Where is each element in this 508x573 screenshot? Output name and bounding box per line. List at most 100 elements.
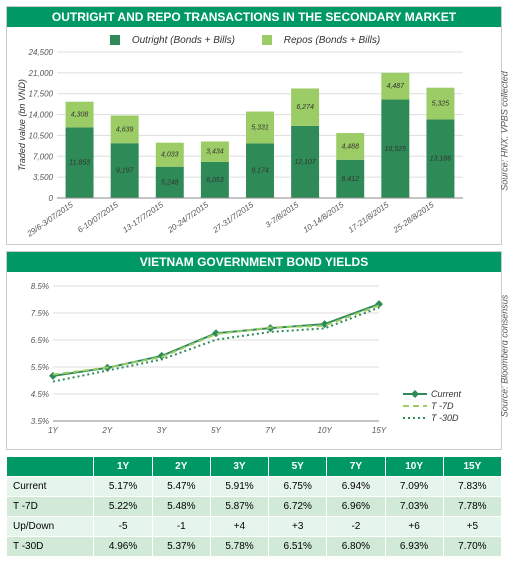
yield-cell: 5.47% <box>152 477 210 497</box>
svg-text:6-10/07/2015: 6-10/07/2015 <box>76 200 120 235</box>
svg-text:5,325: 5,325 <box>432 101 450 108</box>
svg-text:5Y: 5Y <box>211 426 221 435</box>
svg-text:6,412: 6,412 <box>341 176 359 183</box>
svg-text:Traded value (bn VND): Traded value (bn VND) <box>17 79 27 171</box>
table-row: Current5.17%5.47%5.91%6.75%6.94%7.09%7.8… <box>7 477 502 497</box>
svg-text:7,000: 7,000 <box>33 152 54 161</box>
svg-text:14,000: 14,000 <box>29 111 54 120</box>
yield-cell: -5 <box>94 517 152 537</box>
legend-label-outright: Outright (Bonds + Bills) <box>132 35 235 46</box>
yield-cell: 7.78% <box>443 497 501 517</box>
table-row: T -7D5.22%5.48%5.87%6.72%6.96%7.03%7.78% <box>7 497 502 517</box>
yield-col-header: 2Y <box>152 457 210 477</box>
svg-text:4,488: 4,488 <box>341 143 359 150</box>
svg-text:9,197: 9,197 <box>116 168 135 175</box>
svg-text:5,248: 5,248 <box>161 179 179 186</box>
svg-text:4,308: 4,308 <box>71 112 89 119</box>
yield-row-head: T -30D <box>7 537 94 557</box>
svg-text:5,331: 5,331 <box>251 124 269 131</box>
yield-cell: 7.83% <box>443 477 501 497</box>
svg-text:0: 0 <box>49 194 54 203</box>
yield-cell: +3 <box>269 517 327 537</box>
legend-swatch-repo <box>262 35 272 45</box>
yield-cell: 6.96% <box>327 497 385 517</box>
svg-text:13-17/7/2015: 13-17/7/2015 <box>121 200 165 235</box>
yield-col-header: 5Y <box>269 457 327 477</box>
yields-source: Source: Bloomberg consensus <box>500 294 508 417</box>
svg-text:10-14/8/2015: 10-14/8/2015 <box>302 200 346 235</box>
svg-text:17-21/8/2015: 17-21/8/2015 <box>347 200 391 235</box>
yield-cell: +4 <box>210 517 268 537</box>
svg-text:8.5%: 8.5% <box>31 282 49 291</box>
svg-text:12,107: 12,107 <box>294 159 317 166</box>
svg-text:21,000: 21,000 <box>28 69 54 78</box>
yield-table-header: 1Y2Y3Y5Y7Y10Y15Y <box>7 457 502 477</box>
yield-table: 1Y2Y3Y5Y7Y10Y15Y Current5.17%5.47%5.91%6… <box>6 456 502 557</box>
table-row: Up/Down-5-1+4+3-2+6+5 <box>7 517 502 537</box>
svg-text:9,174: 9,174 <box>251 168 269 175</box>
svg-text:3Y: 3Y <box>157 426 167 435</box>
yield-cell: 7.03% <box>385 497 443 517</box>
yield-cell: -1 <box>152 517 210 537</box>
yields-legend: Current T -7D T -30D <box>403 387 461 425</box>
yield-cell: 5.91% <box>210 477 268 497</box>
transactions-title: OUTRIGHT AND REPO TRANSACTIONS IN THE SE… <box>7 7 501 27</box>
transactions-legend: Outright (Bonds + Bills) Repos (Bonds + … <box>13 33 477 48</box>
yield-table-body: Current5.17%5.47%5.91%6.75%6.94%7.09%7.8… <box>7 477 502 557</box>
svg-text:4.5%: 4.5% <box>31 390 49 399</box>
svg-text:2Y: 2Y <box>101 426 112 435</box>
transactions-chart: Outright (Bonds + Bills) Repos (Bonds + … <box>7 27 501 244</box>
legend-current: Current <box>431 389 461 399</box>
yield-cell: 7.09% <box>385 477 443 497</box>
svg-text:3.5%: 3.5% <box>31 417 49 426</box>
yield-cell: 4.96% <box>94 537 152 557</box>
svg-text:16,525: 16,525 <box>385 146 407 153</box>
legend-swatch-outright <box>110 35 120 45</box>
svg-text:20-24/7/2015: 20-24/7/2015 <box>165 200 210 235</box>
yields-chart: 3.5%4.5%5.5%6.5%7.5%8.5%1Y2Y3Y5Y7Y10Y15Y… <box>7 272 501 449</box>
svg-text:6,274: 6,274 <box>296 104 314 111</box>
yield-cell: 6.94% <box>327 477 385 497</box>
svg-text:6,053: 6,053 <box>206 177 224 184</box>
svg-text:3,500: 3,500 <box>33 173 54 182</box>
svg-text:4,033: 4,033 <box>161 152 179 159</box>
bar-chart-svg: 03,5007,00010,50014,00017,50021,00024,50… <box>13 48 469 238</box>
yield-cell: 5.17% <box>94 477 152 497</box>
yield-cell: 6.80% <box>327 537 385 557</box>
yield-cell: 6.75% <box>269 477 327 497</box>
svg-text:29/6-3/07/2015: 29/6-3/07/2015 <box>25 200 76 238</box>
yield-row-head: T -7D <box>7 497 94 517</box>
yield-cell: -2 <box>327 517 385 537</box>
yield-cell: 5.87% <box>210 497 268 517</box>
transactions-source: Source: HNX, VPBS collected <box>500 71 508 191</box>
svg-text:4,487: 4,487 <box>387 83 406 90</box>
yields-panel: VIETNAM GOVERNMENT BOND YIELDS Source: B… <box>6 251 502 450</box>
svg-text:24,500: 24,500 <box>28 48 54 57</box>
svg-text:1Y: 1Y <box>48 426 58 435</box>
svg-text:5.5%: 5.5% <box>31 363 49 372</box>
svg-text:11,853: 11,853 <box>69 160 90 167</box>
transactions-panel: OUTRIGHT AND REPO TRANSACTIONS IN THE SE… <box>6 6 502 245</box>
yield-row-head: Current <box>7 477 94 497</box>
legend-label-repo: Repos (Bonds + Bills) <box>284 35 380 46</box>
svg-text:27-31/7/2015: 27-31/7/2015 <box>211 200 256 235</box>
svg-text:6.5%: 6.5% <box>31 336 49 345</box>
yield-cell: 6.93% <box>385 537 443 557</box>
yield-cell: 5.22% <box>94 497 152 517</box>
yield-cell: 7.70% <box>443 537 501 557</box>
yields-title: VIETNAM GOVERNMENT BOND YIELDS <box>7 252 501 272</box>
yield-col-header: 3Y <box>210 457 268 477</box>
yield-row-head: Up/Down <box>7 517 94 537</box>
svg-text:10Y: 10Y <box>318 426 333 435</box>
legend-t7d: T -7D <box>431 401 454 411</box>
svg-text:3,434: 3,434 <box>206 149 224 156</box>
svg-text:10,500: 10,500 <box>29 131 54 140</box>
table-row: T -30D4.96%5.37%5.78%6.51%6.80%6.93%7.70… <box>7 537 502 557</box>
yield-col-header: 1Y <box>94 457 152 477</box>
yield-cell: +6 <box>385 517 443 537</box>
yield-cell: 6.72% <box>269 497 327 517</box>
yield-col-header <box>7 457 94 477</box>
legend-t30d: T -30D <box>431 413 459 423</box>
svg-text:25-28/8/2015: 25-28/8/2015 <box>391 200 436 235</box>
yield-col-header: 15Y <box>443 457 501 477</box>
